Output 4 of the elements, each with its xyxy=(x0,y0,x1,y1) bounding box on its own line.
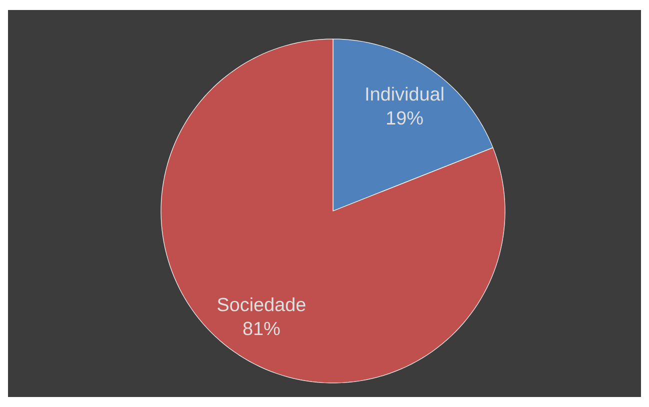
slice-label: Individual xyxy=(366,86,444,101)
data-label: 19% xyxy=(387,111,423,125)
slice-label: Sociedade xyxy=(218,297,306,312)
data-label: 81% xyxy=(243,322,280,336)
